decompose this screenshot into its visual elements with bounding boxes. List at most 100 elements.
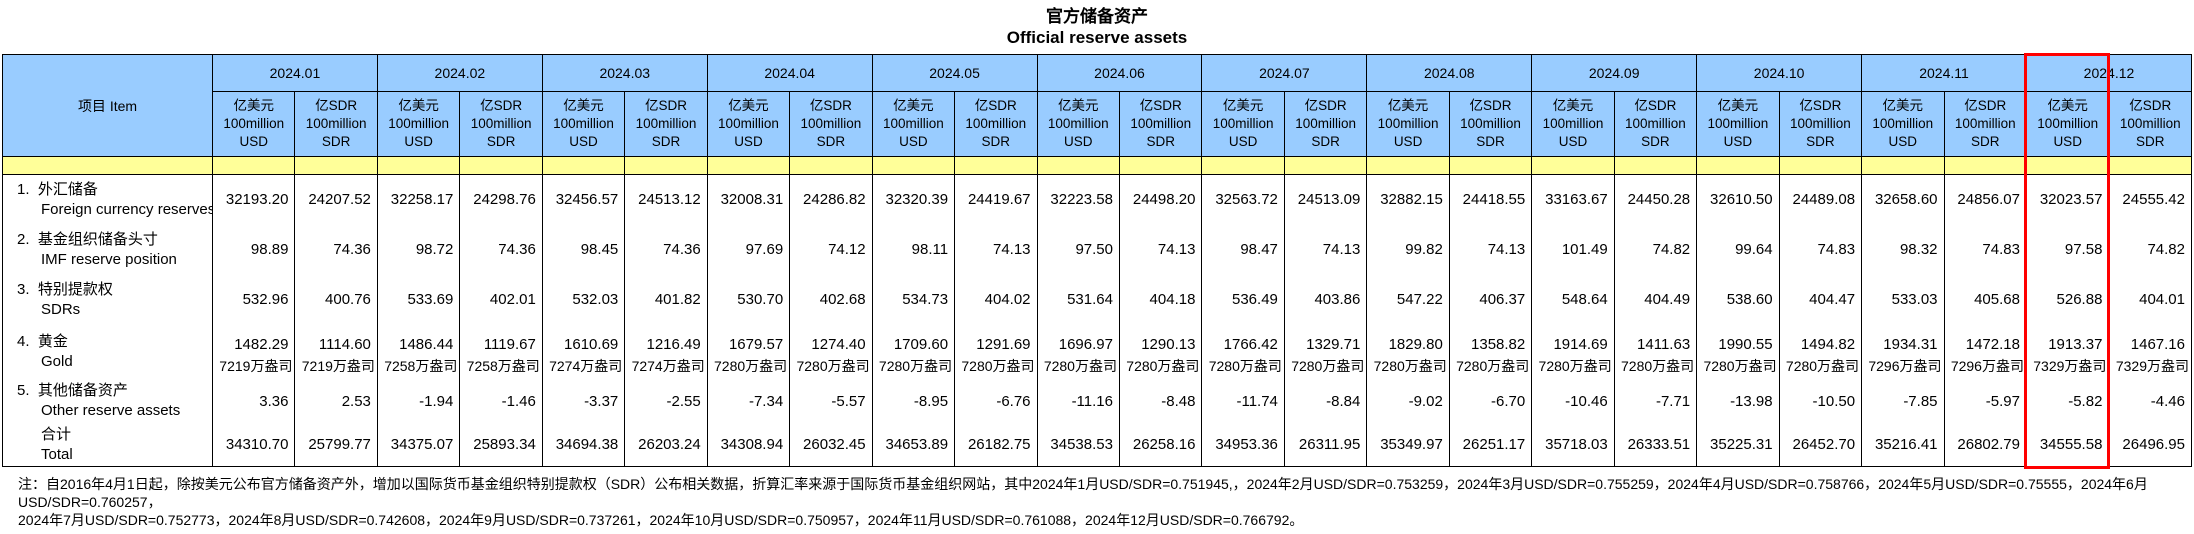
data-cell: 533.03 [1861, 274, 1945, 325]
data-cell: 74.82 [2108, 224, 2192, 275]
spacer-cell [1448, 156, 1533, 175]
unit-sdr-cell-line: SDR [2135, 134, 2165, 149]
spacer-cell [1613, 156, 1698, 175]
spacer-cell [1036, 156, 1120, 175]
row-label: 4. 黄金 Gold [2, 324, 213, 379]
unit-header-row: 亿美元 100million USD 亿SDR 100million SDR 亿美元 100m… [3, 91, 2192, 157]
footnote: 注：自2016年4月1日起，除按美元公布官方储备资产外，增加以国际货币基金组织特… [0, 467, 2194, 529]
spacer-cell [211, 156, 296, 175]
data-cell: 405.68 [1943, 274, 2027, 325]
unit-usd-cell: 亿美元 100million USD [1531, 91, 1615, 157]
unit-usd-cell-line: 亿美元 [1222, 98, 1264, 113]
unit-usd-cell-line: 100million [223, 116, 285, 131]
unit-sdr-cell: 亿SDR 100million SDR [294, 91, 378, 157]
table-row: 2. 基金组织储备头寸 IMF reserve position 98.89 74.3… [2, 224, 2192, 275]
data-cell: 34310.70 [211, 423, 296, 466]
data-cell: 1358.82 [1448, 324, 1533, 355]
unit-usd-cell: 亿美元 100million USD [706, 91, 791, 157]
unit-sdr-cell-line: 亿SDR [1139, 98, 1182, 113]
unit-sdr-cell: 亿SDR 100million SDR [2108, 91, 2192, 157]
data-cell: 35349.97 [1366, 423, 1450, 466]
data-cell: 34538.53 [1036, 423, 1120, 466]
row-label-zh: 合计 [41, 425, 72, 443]
data-cell: 1114.60 [294, 324, 378, 355]
data-cell: 24286.82 [789, 174, 873, 225]
month-header-cell: 2024.03 [541, 54, 708, 92]
data-cell: 74.36 [294, 224, 378, 275]
unit-usd-cell-line: 亿美元 [893, 98, 934, 113]
month-header-cell: 2024.08 [1366, 54, 1533, 92]
ounce-cell: 7296万盎司 [1943, 354, 2027, 379]
data-cell: 101.49 [1531, 224, 1615, 275]
data-cell: 35718.03 [1531, 423, 1615, 466]
data-cell: 34653.89 [871, 423, 956, 466]
data-cell: 99.82 [1366, 224, 1450, 275]
page-title-en: Official reserve assets [1006, 28, 1188, 47]
ounce-cell: 7329万盎司 [2025, 354, 2110, 379]
data-cell: 1329.71 [1283, 324, 1368, 355]
data-cell: 35216.41 [1861, 423, 1945, 466]
data-cell: 403.86 [1283, 274, 1368, 325]
data-cell: 24450.28 [1613, 174, 1698, 225]
unit-sdr-cell-line: 100million [1954, 116, 2016, 131]
data-cell: 32658.60 [1861, 174, 1945, 225]
data-cell: 406.37 [1448, 274, 1533, 325]
data-cell: 32882.15 [1366, 174, 1450, 225]
data-cell: -7.71 [1613, 378, 1698, 424]
unit-sdr-cell-line: SDR [981, 134, 1011, 149]
data-cell: 98.32 [1861, 224, 1945, 275]
row-label: 合计 Total [2, 423, 213, 466]
data-cell: 402.01 [459, 274, 543, 325]
table-row: 5. 其他储备资产 Other reserve assets 3.36 2.53 -1.… [2, 378, 2192, 424]
unit-usd-cell-line: USD [734, 134, 763, 149]
spacer-cell [1943, 156, 2027, 175]
data-cell: -1.46 [459, 378, 543, 424]
unit-sdr-cell-line: 100million [1789, 116, 1851, 131]
unit-sdr-cell: 亿SDR 100million SDR [954, 91, 1038, 157]
spacer-cell [954, 156, 1038, 175]
unit-usd-cell: 亿美元 100million USD [1366, 91, 1450, 157]
data-cell: 24856.07 [1943, 174, 2027, 225]
unit-sdr-cell-line: SDR [1146, 134, 1175, 149]
data-cell: 547.22 [1366, 274, 1450, 325]
ounce-cell: 7280万盎司 [1613, 354, 1698, 379]
unit-usd-cell: 亿美元 100million USD [1696, 91, 1780, 157]
row-label-en: Other reserve assets [41, 402, 181, 419]
spacer-row [2, 156, 2192, 175]
row-label: 3. 特别提款权 SDRs [2, 274, 213, 325]
unit-usd-cell-line: USD [899, 134, 928, 149]
unit-sdr-cell-line: 100million [305, 116, 367, 131]
data-cell: 1990.55 [1696, 324, 1780, 355]
data-cell: 534.73 [871, 274, 956, 325]
data-cell: 538.60 [1696, 274, 1780, 325]
spacer-cell [1531, 156, 1615, 175]
data-cell: 24207.52 [294, 174, 378, 225]
data-cell: 26452.70 [1778, 423, 1863, 466]
data-cell: 98.47 [1201, 224, 1285, 275]
reserve-table: 项目 Item 2024.01 2024.02 2024.03 2024.04 2024… [2, 54, 2193, 467]
data-cell: 24513.09 [1283, 174, 1368, 225]
unit-sdr-cell: 亿SDR 100million SDR [1778, 91, 1863, 157]
data-cell: -5.97 [1943, 378, 2027, 424]
data-cell: -1.94 [376, 378, 461, 424]
data-cell: 24418.55 [1448, 174, 1533, 225]
data-cell: 74.13 [1283, 224, 1368, 275]
data-cell: 1914.69 [1531, 324, 1615, 355]
spacer-cell [459, 156, 543, 175]
data-cell: 74.12 [789, 224, 873, 275]
footnote-line-1: 注：自2016年4月1日起，除按美元公布官方储备资产外，增加以国际货币基金组织特… [18, 475, 2148, 510]
ounce-cell: 7219万盎司 [211, 354, 296, 379]
ounce-cell: 7280万盎司 [789, 354, 873, 379]
unit-sdr-cell-line: 亿SDR [480, 98, 523, 113]
data-cell: 400.76 [294, 274, 378, 325]
table-row: 合计 Total 34310.70 25799.77 34375.07 25893.34 3… [2, 423, 2192, 466]
page-title-zh: 官方储备资产 [1046, 7, 1148, 26]
row-label-en: IMF reserve position [41, 250, 177, 268]
month-header-cell: 2024.04 [706, 54, 873, 92]
row-label-zh: 4. 黄金 [17, 332, 68, 350]
data-cell: 3.36 [211, 378, 296, 424]
data-cell: 74.13 [1118, 224, 1203, 275]
data-cell: 74.36 [624, 224, 708, 275]
unit-sdr-cell-line: SDR [1641, 134, 1670, 149]
